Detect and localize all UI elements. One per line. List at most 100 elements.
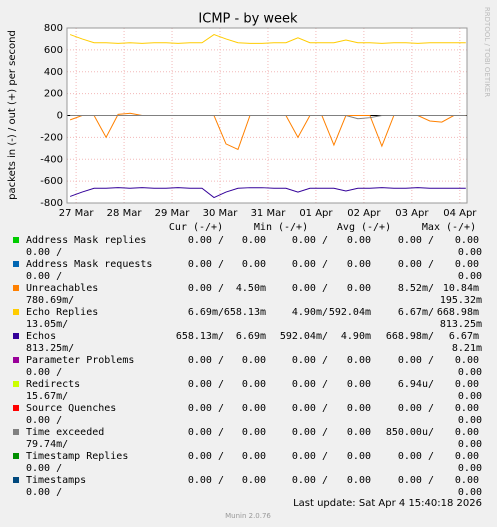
y-tick-label: 400 [44, 67, 63, 78]
legend-stat: 592.04m/ [280, 331, 328, 342]
legend-swatch [13, 309, 19, 315]
legend-stat: 0.00 / [398, 403, 434, 414]
x-tick-label: 02 Apr [347, 208, 381, 219]
x-tick-label: 27 Mar [59, 208, 95, 219]
legend-stat: 813.25m/ [26, 343, 74, 354]
legend-stat: 0.00 / [188, 451, 224, 462]
x-tick-label: 31 Mar [251, 208, 287, 219]
legend-stat: 0.00 / [188, 475, 224, 486]
legend-stat: 0.00 [242, 379, 266, 390]
legend-stat: 0.00 / [188, 379, 224, 390]
legend-stat: 0.00 / [292, 283, 328, 294]
legend-stat: 0.00 [242, 451, 266, 462]
y-tick-label: -200 [40, 132, 63, 143]
legend-stat: 6.94u/ [398, 379, 434, 390]
legend-header: Cur (-/+) [169, 222, 223, 233]
legend-swatch [13, 285, 19, 291]
x-tick-label: 01 Apr [299, 208, 333, 219]
y-tick-label: 600 [44, 45, 63, 56]
legend-swatch [13, 357, 19, 363]
x-tick-label: 04 Apr [443, 208, 477, 219]
legend-stat: 813.25m [440, 319, 482, 330]
legend-stat: 0.00 [458, 271, 482, 282]
legend-stat: 0.00 / [398, 235, 434, 246]
legend-stat: 0.00 / [26, 271, 62, 282]
legend-stat: 0.00 [455, 355, 479, 366]
legend-stat: 0.00 [455, 475, 479, 486]
legend-name: Time exceeded [26, 427, 104, 438]
legend-stat: 4.90m/ [292, 307, 328, 318]
legend-swatch [13, 429, 19, 435]
legend-stat: 4.50m [236, 283, 266, 294]
legend-stat: 658.13m/ [176, 331, 224, 342]
y-tick-label: -800 [40, 198, 63, 209]
last-update: Last update: Sat Apr 4 15:40:18 2026 [293, 498, 482, 509]
legend-stat: 0.00 / [26, 415, 62, 426]
y-axis-label: packets in (-) / out (+) per second [7, 30, 18, 200]
x-tick-label: 29 Mar [155, 208, 191, 219]
legend-stat: 0.00 [458, 463, 482, 474]
legend-stat: 0.00 [458, 439, 482, 450]
legend-stat: 592.04m [329, 307, 371, 318]
legend-name: Address Mask requests [26, 259, 152, 270]
legend-stat: 0.00 / [188, 427, 224, 438]
legend-header: Min (-/+) [254, 222, 308, 233]
legend-stat: 0.00 / [292, 379, 328, 390]
legend-stat: 0.00 [242, 403, 266, 414]
legend-swatch [13, 453, 19, 459]
legend-stat: 6.69m/ [188, 307, 224, 318]
legend-stat: 668.98m [437, 307, 479, 318]
legend-stat: 0.00 / [292, 403, 328, 414]
legend-stat: 0.00 [347, 475, 371, 486]
series-line [69, 34, 466, 44]
legend-stat: 0.00 / [188, 235, 224, 246]
legend-name: Echo Replies [26, 307, 98, 318]
legend-stat: 0.00 [347, 355, 371, 366]
legend-stat: 0.00 / [26, 367, 62, 378]
legend-stat: 0.00 / [292, 235, 328, 246]
legend-stat: 0.00 [458, 247, 482, 258]
legend-stat: 0.00 [347, 235, 371, 246]
legend-stat: 850.00u/ [386, 427, 434, 438]
legend-stat: 0.00 / [292, 427, 328, 438]
x-tick-label: 28 Mar [107, 208, 143, 219]
legend-name: Timestamps [26, 475, 86, 486]
plot-frame [66, 27, 468, 204]
legend-stat: 780.69m/ [26, 295, 74, 306]
legend-swatch [13, 261, 19, 267]
legend-stat: 0.00 / [188, 283, 224, 294]
legend-stat: 8.21m [452, 343, 482, 354]
legend-stat: 4.90m [341, 331, 371, 342]
legend-stat: 0.00 / [398, 355, 434, 366]
legend-stat: 0.00 [347, 427, 371, 438]
legend-stat: 13.05m/ [26, 319, 68, 330]
legend-stat: 0.00 [347, 283, 371, 294]
y-tick-label: -400 [40, 154, 63, 165]
legend-stat: 0.00 / [292, 451, 328, 462]
legend-stat: 0.00 [242, 259, 266, 270]
legend-stat: 0.00 [347, 403, 371, 414]
legend-stat: 658.13m [224, 307, 266, 318]
side-text: RRDTOOL / TOBI OETIKER [483, 7, 491, 97]
legend-stat: 8.52m/ [398, 283, 434, 294]
legend-swatch [13, 237, 19, 243]
legend-name: Source Quenches [26, 403, 116, 414]
y-tick-label: -600 [40, 176, 63, 187]
legend-header: Max (-/+) [422, 222, 476, 233]
legend-stat: 0.00 / [292, 259, 328, 270]
legend-stat: 10.84m [443, 283, 479, 294]
legend-stat: 0.00 / [188, 259, 224, 270]
legend-stat: 0.00 [455, 451, 479, 462]
legend-swatch [13, 477, 19, 483]
legend-stat: 195.32m [440, 295, 482, 306]
legend-stat: 0.00 [455, 379, 479, 390]
legend-stat: 0.00 [458, 415, 482, 426]
legend-stat: 0.00 [242, 475, 266, 486]
legend-name: Parameter Problems [26, 355, 134, 366]
footer: Munin 2.0.76 [225, 512, 271, 520]
series-line [69, 187, 466, 199]
y-tick-label: 800 [44, 23, 63, 34]
legend-stat: 0.00 [458, 367, 482, 378]
